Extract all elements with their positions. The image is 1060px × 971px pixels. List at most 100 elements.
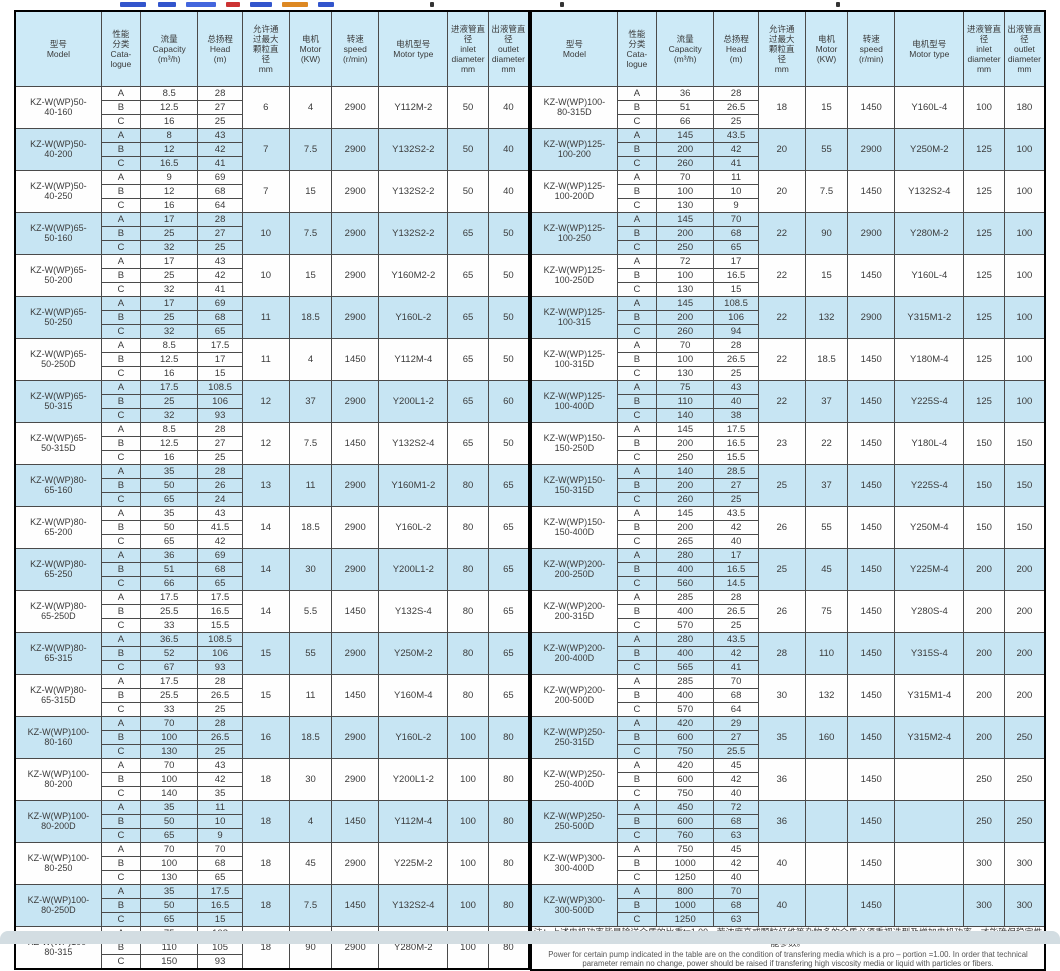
head-cell: 26 [197,478,243,493]
head-cell: 42 [197,534,243,549]
head-cell: 65 [713,240,759,255]
capacity-cell: 12 [139,142,199,157]
capacity-cell: 33 [139,702,199,717]
inlet-cell: 50 [447,170,489,213]
grade-cell: C [100,366,141,381]
head-cell: 70 [713,674,759,689]
model-row: B 1000 68 [531,898,1045,913]
capacity-cell: 16 [139,450,199,465]
grade-cell: A [616,758,657,773]
capacity-cell: 1250 [655,912,715,927]
model-row: C 16.5 41 [15,156,529,171]
head-cell: 14.5 [713,576,759,591]
capacity-cell: 70 [139,758,199,773]
head-cell: 43 [197,254,243,269]
outlet-cell: 200 [1003,590,1046,633]
grade-cell: C [616,870,657,885]
grade-cell: B [100,100,141,115]
capacity-cell: 25.5 [139,688,199,703]
motor-kw-cell: 15 [804,254,849,297]
column-header-particle: 允许通 过最大 颗粒直 径 mm [757,10,806,87]
inlet-cell: 80 [447,632,489,675]
head-cell: 41.5 [197,520,243,535]
motor-kw-cell: 132 [804,674,849,717]
head-cell: 9 [197,828,243,843]
particle-cell: 22 [757,212,806,255]
capacity-cell: 72 [655,254,715,269]
model-cell: KZ-W(WP)65- 50-250D [14,338,102,381]
head-cell: 15.5 [197,618,243,633]
capacity-cell: 145 [655,128,715,143]
motor-type-cell: Y315S-4 [894,632,965,675]
particle-cell: 40 [757,842,806,885]
grade-cell: A [100,884,141,899]
outlet-cell: 300 [1003,884,1046,927]
head-cell: 27 [197,436,243,451]
head-cell: 108.5 [713,296,759,311]
inlet-cell: 300 [963,884,1005,927]
grade-cell: A [616,380,657,395]
inlet-cell: 65 [447,380,489,423]
head-cell: 28 [197,86,243,101]
capacity-cell: 200 [655,436,715,451]
model-row: C 66 25 [531,114,1045,129]
model-cell: KZ-W(WP)100- 80-250 [14,842,102,885]
speed-cell: 2900 [331,716,380,759]
head-cell: 69 [197,170,243,185]
motor-type-cell: Y160M1-2 [378,464,449,507]
inlet-cell: 300 [963,842,1005,885]
grade-cell: C [100,786,141,801]
pump-table-left: 型号 Model 性能 分类 Cata- logue 流量 Capacity (m³… [14,10,530,970]
column-header-speed: 转速 speed (r/min) [331,10,380,87]
motor-type-cell: Y280S-4 [894,590,965,633]
motor-kw-cell: 45 [804,548,849,591]
particle-cell: 13 [241,464,290,507]
head-cell: 43 [713,380,759,395]
column-header-motor: 电机 Motor (KW) [804,10,849,87]
capacity-cell: 12.5 [139,436,199,451]
motor-type-cell: Y315M2-4 [894,716,965,759]
inlet-cell: 125 [963,296,1005,339]
speed-cell: 1450 [847,380,896,423]
inlet-cell: 250 [963,758,1005,801]
head-cell: 11 [713,170,759,185]
speed-cell: 2900 [847,212,896,255]
head-cell: 43.5 [713,506,759,521]
model-row: C 33 15.5 [15,618,529,633]
capacity-cell: 140 [139,786,199,801]
speed-cell: 2900 [331,842,380,885]
grade-cell: C [616,786,657,801]
model-row: KZ-W(WP)50- 40-200 A 8 43 7 7.5 2900 Y132S2-2 50… [14,128,530,171]
model-row: KZ-W(WP)100- 80-160 A 70 28 16 18.5 2900 Y160L-… [14,716,530,759]
outlet-cell: 65 [487,548,530,591]
model-row: KZ-W(WP)125- 100-315D A 70 28 22 18.5 1450 Y180… [530,338,1046,381]
speed-cell: 1450 [847,422,896,465]
head-cell: 42 [197,142,243,157]
capacity-cell: 36.5 [139,632,199,647]
motor-kw-cell: 18.5 [288,506,333,549]
grade-cell: A [100,842,141,857]
capacity-cell: 51 [139,562,199,577]
head-cell: 106 [197,646,243,661]
grade-cell: A [616,800,657,815]
capacity-cell: 110 [655,394,715,409]
model-row: KZ-W(WP)100- 80-200 A 70 43 18 30 2900 Y200L1-2… [14,758,530,801]
model-row: KZ-W(WP)200- 200-400D A 280 43.5 28 110 1450 Y3… [530,632,1046,675]
capacity-cell: 130 [139,744,199,759]
grade-cell: A [100,548,141,563]
inlet-cell: 100 [447,800,489,843]
particle-cell: 7 [241,128,290,171]
speed-cell: 2900 [331,212,380,255]
grade-cell: C [100,618,141,633]
particle-cell: 11 [241,296,290,339]
grade-cell: A [616,464,657,479]
motor-kw-cell: 55 [288,632,333,675]
capacity-cell: 25 [139,226,199,241]
column-header-motor_type: 电机型号 Motor type [378,10,449,87]
grade-cell: A [616,254,657,269]
capacity-cell: 140 [655,464,715,479]
model-cell: KZ-W(WP)125- 100-400D [530,380,618,423]
grade-cell: C [616,240,657,255]
outlet-cell: 300 [1003,842,1046,885]
motor-type-cell: Y225M-4 [894,548,965,591]
